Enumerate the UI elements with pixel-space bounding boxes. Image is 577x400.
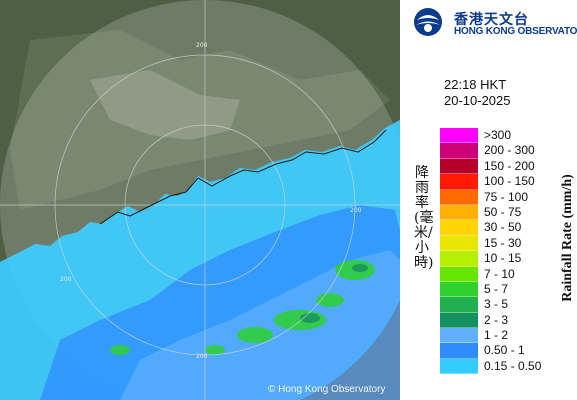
legend-swatch bbox=[440, 328, 478, 344]
org-name-en: HONG KONG OBSERVATORY bbox=[454, 26, 577, 37]
legend-label: >300 bbox=[484, 128, 512, 142]
range-label-south: 200 bbox=[196, 353, 208, 360]
color-scale-labels: >300 200 - 300 150 - 200 100 - 150 75 - 100 5… bbox=[484, 128, 564, 374]
legend-panel: 香港天文台 HONG KONG OBSERVATORY 22:18 HKT 20… bbox=[400, 0, 577, 400]
legend-swatch bbox=[440, 358, 478, 375]
legend-swatch bbox=[440, 266, 478, 282]
legend-label: 5 - 7 bbox=[484, 281, 509, 296]
radar-map[interactable]: 200 200 200 200 © Hong Kong Observatory bbox=[0, 0, 400, 400]
legend-label: 15 - 30 bbox=[484, 235, 522, 250]
radar-map-canvas: 200 200 200 200 bbox=[0, 0, 400, 400]
color-scale bbox=[440, 128, 478, 375]
legend-swatch bbox=[440, 343, 478, 359]
legend-label: 10 - 15 bbox=[484, 251, 522, 266]
legend-swatch bbox=[440, 128, 478, 144]
legend-label: 100 - 150 bbox=[484, 174, 535, 189]
legend-swatch bbox=[440, 281, 478, 298]
legend-label: 1 - 2 bbox=[484, 328, 509, 343]
legend-label: 0.15 - 0.50 bbox=[484, 358, 542, 373]
legend-swatch bbox=[440, 204, 478, 221]
hko-emblem-icon bbox=[414, 8, 442, 36]
range-rings bbox=[0, 0, 400, 400]
legend-swatch bbox=[440, 143, 478, 159]
legend-label: 30 - 50 bbox=[484, 220, 522, 235]
legend-swatch bbox=[440, 312, 478, 329]
urban-area bbox=[90, 70, 240, 140]
legend-label: 50 - 75 bbox=[484, 204, 522, 219]
legend-swatch bbox=[440, 174, 478, 190]
copyright-text: © Hong Kong Observatory bbox=[268, 384, 386, 395]
legend-swatch bbox=[440, 189, 478, 205]
legend-title-en: Rainfall Rate (mm/h) bbox=[560, 174, 575, 302]
legend-label: 0.50 - 1 bbox=[484, 343, 525, 358]
legend-swatch bbox=[440, 158, 478, 175]
hko-logo[interactable]: 香港天文台 HONG KONG OBSERVATORY bbox=[412, 6, 577, 42]
legend-label: 200 - 300 bbox=[484, 143, 535, 158]
timestamp-date: 20-10-2025 bbox=[444, 93, 511, 108]
legend-title-cn: 降雨率(毫米/小時) bbox=[414, 165, 434, 271]
outside-coverage bbox=[300, 300, 400, 400]
org-name-cn: 香港天文台 bbox=[454, 12, 529, 28]
timestamp-time: 22:18 HKT bbox=[444, 77, 507, 92]
legend-swatch bbox=[440, 251, 478, 267]
legend-label: 2 - 3 bbox=[484, 312, 509, 327]
timestamp: 22:18 HKT 20-10-2025 bbox=[444, 77, 511, 109]
coastline bbox=[99, 129, 387, 225]
legend-label: 7 - 10 bbox=[484, 266, 515, 281]
legend-swatch bbox=[440, 220, 478, 236]
range-label-east: 200 bbox=[350, 207, 362, 214]
legend-label: 75 - 100 bbox=[484, 189, 529, 204]
legend-swatch bbox=[440, 297, 478, 313]
legend-label: 150 - 200 bbox=[484, 158, 535, 173]
range-label-west: 200 bbox=[60, 276, 72, 283]
rain-cells-dark-green bbox=[300, 264, 368, 323]
legend-swatch bbox=[440, 235, 478, 252]
legend-label: 3 - 5 bbox=[484, 297, 509, 312]
range-label-north: 200 bbox=[196, 42, 208, 49]
